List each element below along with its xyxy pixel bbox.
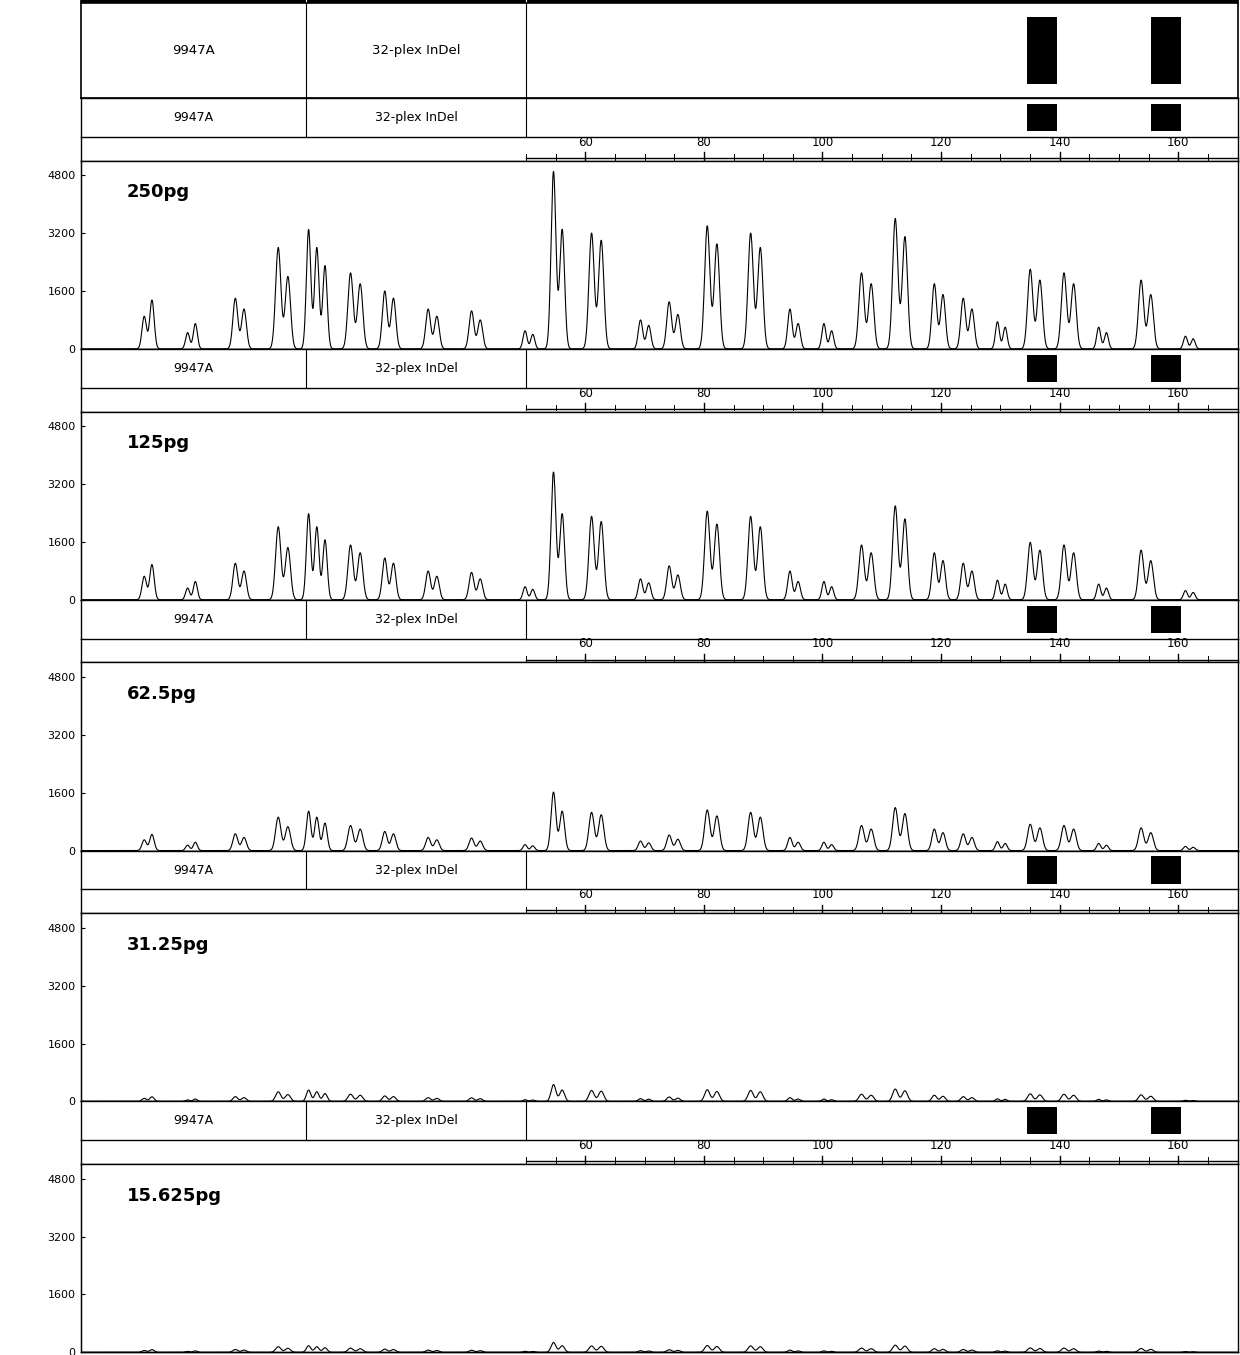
Text: 9947A: 9947A <box>174 111 213 123</box>
Text: 250pg: 250pg <box>126 183 190 202</box>
Bar <box>81 3 1238 98</box>
Text: 15.625pg: 15.625pg <box>126 1187 222 1205</box>
Text: 160: 160 <box>1167 889 1189 901</box>
Text: 9947A: 9947A <box>172 43 215 57</box>
Text: 100: 100 <box>811 136 833 149</box>
Text: 100: 100 <box>811 1140 833 1152</box>
Bar <box>81 0 1238 3</box>
Bar <box>1151 606 1182 633</box>
Text: 80: 80 <box>697 386 712 400</box>
Text: 32-plex InDel: 32-plex InDel <box>374 362 458 375</box>
Bar <box>1151 104 1182 131</box>
Text: 100: 100 <box>811 889 833 901</box>
Text: 62.5pg: 62.5pg <box>126 686 197 703</box>
Text: 32-plex InDel: 32-plex InDel <box>374 1114 458 1127</box>
Text: 9947A: 9947A <box>174 1114 213 1127</box>
Text: 32-plex InDel: 32-plex InDel <box>372 43 460 57</box>
Text: 160: 160 <box>1167 637 1189 650</box>
Bar <box>1027 18 1056 84</box>
Text: 120: 120 <box>930 136 952 149</box>
Text: 160: 160 <box>1167 136 1189 149</box>
Bar <box>1151 18 1182 84</box>
Text: 120: 120 <box>930 889 952 901</box>
Text: 32-plex InDel: 32-plex InDel <box>374 612 458 626</box>
Text: 100: 100 <box>811 637 833 650</box>
Bar <box>1151 856 1182 883</box>
Bar <box>1027 104 1056 131</box>
Text: 9947A: 9947A <box>174 362 213 375</box>
Text: 31.25pg: 31.25pg <box>126 936 210 954</box>
Bar <box>1151 355 1182 382</box>
Text: 160: 160 <box>1167 1140 1189 1152</box>
Text: 60: 60 <box>578 136 593 149</box>
Text: 120: 120 <box>930 386 952 400</box>
Text: 120: 120 <box>930 637 952 650</box>
Text: 140: 140 <box>1049 889 1071 901</box>
Text: 160: 160 <box>1167 386 1189 400</box>
Text: 60: 60 <box>578 889 593 901</box>
Text: 140: 140 <box>1049 1140 1071 1152</box>
Text: 60: 60 <box>578 637 593 650</box>
Text: 100: 100 <box>811 386 833 400</box>
Text: 120: 120 <box>930 1140 952 1152</box>
Text: 80: 80 <box>697 637 712 650</box>
Bar <box>1027 856 1056 883</box>
Text: 32-plex InDel: 32-plex InDel <box>374 863 458 877</box>
Text: 9947A: 9947A <box>174 863 213 877</box>
Text: 60: 60 <box>578 386 593 400</box>
Bar <box>1027 1107 1056 1134</box>
Text: 9947A: 9947A <box>174 612 213 626</box>
Text: 80: 80 <box>697 136 712 149</box>
Text: 140: 140 <box>1049 386 1071 400</box>
Text: 80: 80 <box>697 889 712 901</box>
Text: 32-plex InDel: 32-plex InDel <box>374 111 458 123</box>
Text: 80: 80 <box>697 1140 712 1152</box>
Bar <box>1027 355 1056 382</box>
Text: 60: 60 <box>578 1140 593 1152</box>
Text: 140: 140 <box>1049 136 1071 149</box>
Bar <box>1151 1107 1182 1134</box>
Text: 125pg: 125pg <box>126 434 190 453</box>
Text: 140: 140 <box>1049 637 1071 650</box>
Bar <box>1027 606 1056 633</box>
